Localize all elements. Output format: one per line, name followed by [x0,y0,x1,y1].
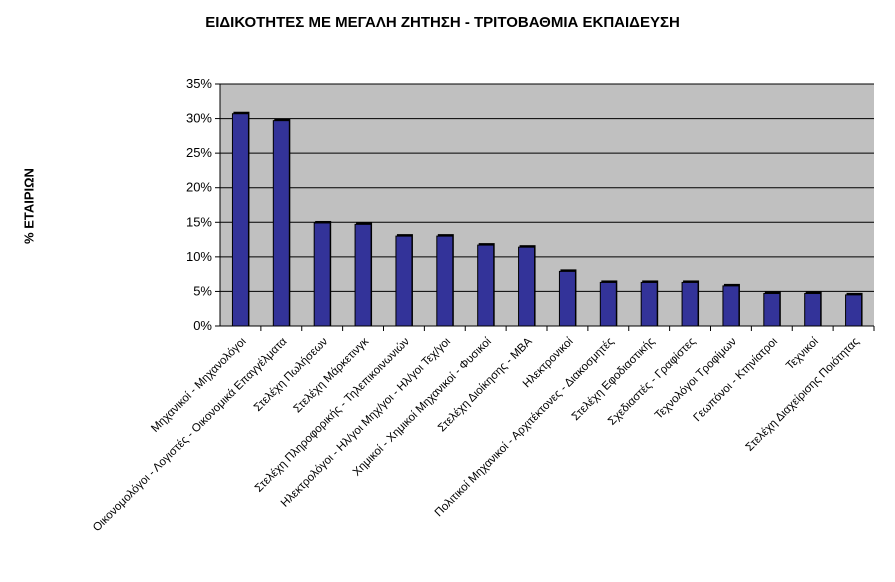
y-tick-label: 5% [193,283,212,298]
y-tick-label: 30% [186,111,212,126]
y-tick-label: 15% [186,214,212,229]
bar [804,293,822,327]
x-tick-label: Στελέχη Πωλήσεων [252,335,331,414]
x-tick-label: Γεωπόνοι - Κτηνίατροι [691,335,780,424]
bar [640,281,658,327]
x-tick-label: Οικονομολόγοι - Λογιστές - Οικονομικά Επ… [91,335,290,534]
bar [395,235,413,327]
bar [763,293,781,327]
x-tick-label: Τεχνολόγοι Τροφίμων [653,335,739,421]
bar [477,244,495,327]
y-tick-label: 20% [186,180,212,195]
bar [681,281,699,327]
bar [272,120,290,327]
bar [599,281,617,327]
bars [231,111,863,327]
bar [518,246,536,327]
y-tick-label: 0% [193,318,212,333]
x-tick-label: Στελέχη Μάρκετινγκ [291,335,371,415]
axes [215,83,875,331]
x-tick-label: Στελέχη Εφοδιαστικής [570,335,658,423]
bar [722,285,740,327]
y-tick-label: 25% [186,145,212,160]
chart-title: ΕΙΔΙΚΟΤΗΤΕΣ ΜΕ ΜΕΓΑΛΗ ΖΗΤΗΣΗ - ΤΡΙΤΟΒΑΘΜ… [205,14,680,31]
gridlines [220,83,874,292]
x-tick-label: Στελέχη Πληροφορικής - Τηλεπικοινωνιών [253,335,412,494]
bar [313,222,331,327]
bar [845,294,863,327]
bar [231,113,249,327]
x-tick-label: Τεχνικοί [784,335,821,372]
bar [558,270,576,327]
bar [436,235,454,327]
bar [354,223,372,327]
y-tick-label: 35% [186,76,212,91]
y-tick-labels: 0% 5% 10% 15% 20% 25% 30% 35% [186,76,212,333]
y-tick-label: 10% [186,249,212,264]
